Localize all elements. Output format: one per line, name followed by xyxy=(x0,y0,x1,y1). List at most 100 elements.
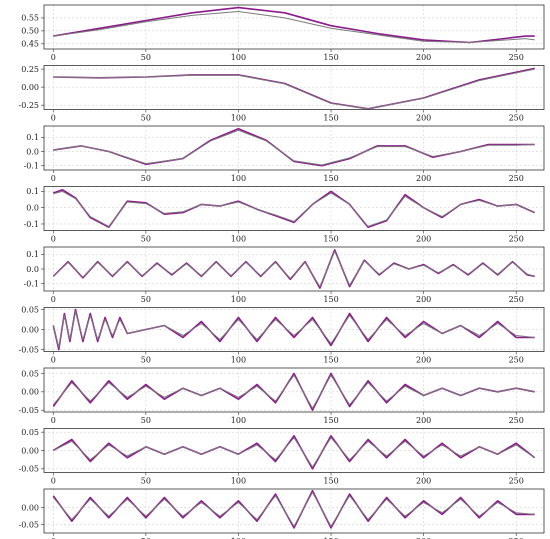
axes-frame xyxy=(43,186,545,231)
x-tick-label: 200 xyxy=(416,356,431,365)
x-tick-label: 250 xyxy=(509,477,524,486)
series-line-reference xyxy=(52,489,535,529)
x-tick-label: 250 xyxy=(509,114,524,123)
x-tick-label: 0 xyxy=(51,53,56,62)
x-tick-label: 200 xyxy=(416,235,431,244)
axes-frame xyxy=(43,4,545,50)
y-tick-label: 0.0 xyxy=(26,147,39,156)
x-tick-label: 100 xyxy=(231,174,246,183)
series-line-reference xyxy=(53,128,535,167)
x-tick-label: 100 xyxy=(231,477,246,486)
x-tick-label: 0 xyxy=(51,295,56,304)
x-tick-label: 50 xyxy=(141,295,151,304)
x-tick-label: 0 xyxy=(51,174,56,183)
series-line-reconstruction xyxy=(53,11,535,43)
y-tick-label: 0.0 xyxy=(26,265,39,274)
x-tick-label: 0 xyxy=(51,477,56,486)
x-tick-label: 250 xyxy=(509,295,524,304)
y-tick-label: 0.45 xyxy=(21,40,39,49)
y-tick-label: -0.05 xyxy=(18,465,39,474)
x-tick-label: 250 xyxy=(509,356,524,365)
chart-panel-8: 0.05 0.00 -0.05 0 50 100 150 200 250 xyxy=(18,428,545,486)
y-tick-label: 0.05 xyxy=(21,369,39,378)
y-tick-label: -0.05 xyxy=(18,520,39,529)
series-line-reconstruction xyxy=(53,129,535,166)
y-tick-label: 0.50 xyxy=(21,27,39,36)
x-tick-label: 200 xyxy=(416,53,431,62)
axes-frame xyxy=(43,367,545,413)
x-tick-label: 200 xyxy=(416,114,431,123)
x-tick-label: 150 xyxy=(323,537,338,539)
x-tick-label: 0 xyxy=(51,537,56,539)
chart-panel-3: 0.1 0.0 -0.1 0 50 100 150 200 250 xyxy=(24,125,545,183)
chart-panel-1: 0.55 0.50 0.45 0 50 100 150 200 250 xyxy=(21,4,545,62)
series-line-reconstruction xyxy=(53,437,535,468)
y-tick-label: -0.05 xyxy=(18,345,39,354)
y-tick-label: -0.1 xyxy=(24,162,39,171)
axes-frame xyxy=(43,488,545,534)
x-tick-label: 150 xyxy=(323,477,338,486)
chart-panel-4: 0.1 0.0 -0.1 0 50 100 150 200 250 xyxy=(24,186,545,244)
x-tick-label: 100 xyxy=(231,114,246,123)
axes-frame xyxy=(43,125,545,171)
series-line-reconstruction xyxy=(53,190,535,227)
x-tick-label: 50 xyxy=(141,537,151,539)
x-tick-label: 50 xyxy=(141,114,151,123)
chart-panel-2: 0.25 0.00 -0.25 0 50 100 150 200 250 xyxy=(18,65,545,123)
y-tick-label: 0.0 xyxy=(26,203,39,212)
x-tick-label: 150 xyxy=(323,114,338,123)
y-tick-label: 0.25 xyxy=(21,65,39,74)
y-tick-label: 0.00 xyxy=(21,446,39,455)
y-tick-label: -0.25 xyxy=(18,101,39,110)
x-tick-label: 50 xyxy=(141,416,151,425)
x-tick-label: 200 xyxy=(416,477,431,486)
x-tick-label: 200 xyxy=(416,537,431,539)
series-line-reference xyxy=(53,67,535,110)
y-tick-label: 0.00 xyxy=(21,503,39,512)
x-tick-label: 150 xyxy=(323,295,338,304)
x-tick-label: 200 xyxy=(416,174,431,183)
x-tick-label: 200 xyxy=(416,295,431,304)
x-tick-label: 100 xyxy=(231,537,246,539)
x-tick-label: 0 xyxy=(51,356,56,365)
series-line-reconstruction xyxy=(53,68,535,110)
y-tick-label: 0.1 xyxy=(26,250,39,259)
y-tick-label: 0.05 xyxy=(21,305,39,314)
x-tick-label: 0 xyxy=(51,235,56,244)
y-tick-label: 0.00 xyxy=(21,325,39,334)
x-tick-label: 50 xyxy=(141,53,151,62)
series-line-reconstruction xyxy=(52,311,535,348)
chart-panel-9: 0.00 -0.05 0 50 100 150 200 250 xyxy=(18,488,545,539)
chart-panel-5: 0.1 0.0 -0.1 0 50 100 150 200 250 xyxy=(24,246,545,304)
y-tick-label: -0.1 xyxy=(24,279,39,288)
x-tick-label: 50 xyxy=(141,235,151,244)
x-tick-label: 150 xyxy=(323,356,338,365)
y-tick-label: 0.1 xyxy=(26,187,39,196)
y-tick-label: -0.1 xyxy=(24,220,39,229)
x-tick-label: 250 xyxy=(509,53,524,62)
x-tick-label: 150 xyxy=(323,416,338,425)
x-tick-label: 100 xyxy=(231,295,246,304)
x-tick-label: 150 xyxy=(323,53,338,62)
x-tick-label: 150 xyxy=(323,235,338,244)
series-line-reconstruction xyxy=(52,491,535,527)
x-tick-label: 50 xyxy=(141,477,151,486)
y-tick-label: 0.1 xyxy=(26,133,39,142)
x-tick-label: 250 xyxy=(509,416,524,425)
x-tick-label: 100 xyxy=(231,356,246,365)
x-tick-label: 200 xyxy=(416,416,431,425)
x-tick-label: 250 xyxy=(509,174,524,183)
chart-panel-7: 0.05 0.00 -0.05 0 50 100 150 200 250 xyxy=(18,367,545,425)
x-tick-label: 0 xyxy=(51,416,56,425)
x-tick-label: 150 xyxy=(323,174,338,183)
y-tick-label: -0.05 xyxy=(18,406,39,415)
x-tick-label: 250 xyxy=(509,235,524,244)
y-tick-label: 0.00 xyxy=(21,83,39,92)
chart-panel-6: 0.05 0.00 -0.05 0 50 100 150 200 250 xyxy=(18,305,545,365)
y-tick-label: 0.55 xyxy=(21,14,39,23)
x-tick-label: 100 xyxy=(231,235,246,244)
y-tick-label: 0.00 xyxy=(21,388,39,397)
x-tick-label: 250 xyxy=(509,537,524,539)
x-tick-label: 100 xyxy=(231,53,246,62)
